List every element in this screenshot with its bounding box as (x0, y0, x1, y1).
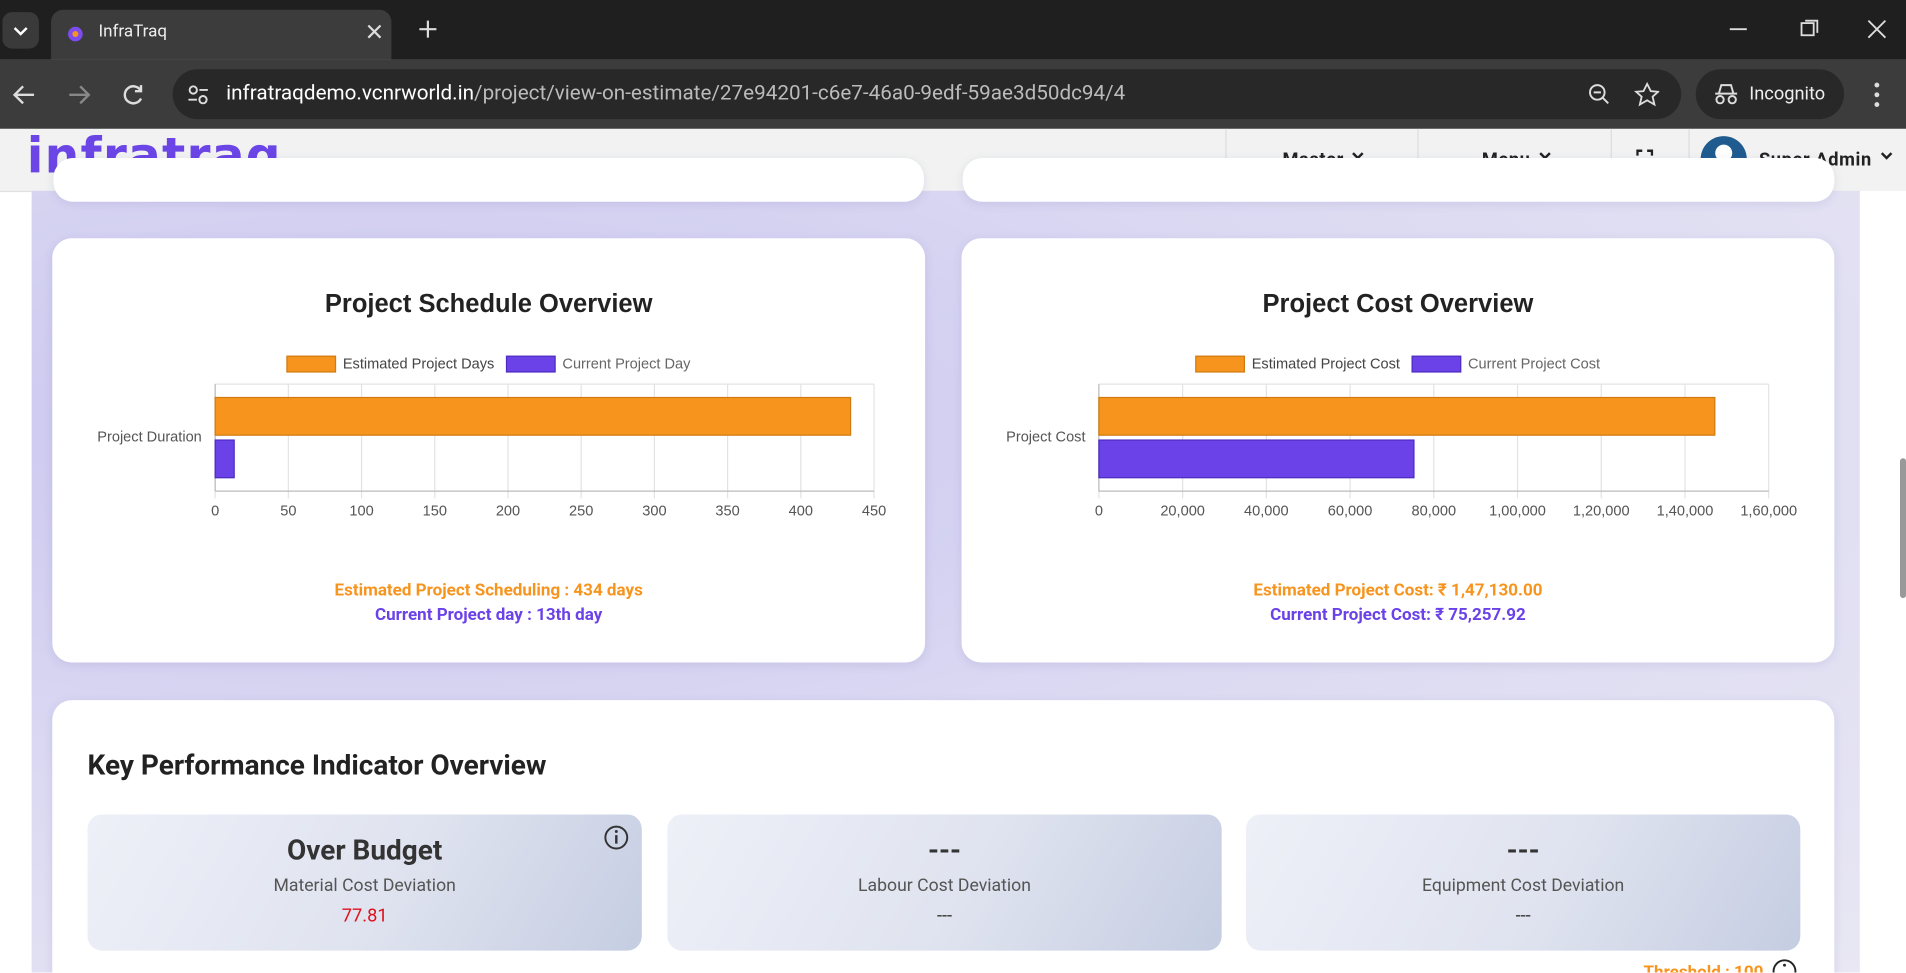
legend-swatch (505, 355, 556, 373)
kpi-box: Over Budget Material Cost Deviation 77.8… (87, 814, 642, 951)
kpi-title: Key Performance Indicator Overview (87, 748, 547, 782)
legend-swatch (286, 355, 337, 373)
incognito-label: Incognito (1749, 82, 1826, 105)
kpi-status: --- (927, 833, 962, 867)
kpi-value: --- (936, 904, 953, 927)
kpi-value: 77.81 (341, 904, 388, 927)
kpi-status: --- (1506, 833, 1540, 867)
legend-swatch (1411, 355, 1462, 373)
chart: Project Schedule Overview Estimated Proje… (97, 290, 886, 520)
legend-label: Current Project Day (562, 357, 691, 373)
x-tick-label: 100 (349, 504, 373, 520)
kpi-card: Key Performance Indicator Overview Over … (52, 700, 1835, 973)
x-tick-label: 50 (280, 504, 296, 520)
info-icon[interactable] (603, 824, 630, 851)
nav-buttons[interactable] (10, 80, 150, 109)
bar (214, 439, 235, 479)
schedule-card: Project Schedule Overview Estimated Proje… (52, 238, 926, 663)
url-path: /project/view-on-estimate/27e94201-c6e7-… (474, 81, 1126, 106)
kpi-box: --- Labour Cost Deviation --- (667, 814, 1222, 951)
tab-close[interactable] (365, 22, 384, 41)
x-tick-label: 80,000 (1412, 504, 1457, 520)
x-tick-label: 200 (496, 504, 520, 520)
summary-estimated: Estimated Project Cost: ₹ 1,47,130.00 (1253, 581, 1543, 601)
incognito-badge[interactable]: Incognito (1695, 69, 1845, 120)
x-tick-label: 60,000 (1328, 504, 1373, 520)
cost-card: Project Cost Overview Estimated Project C… (961, 238, 1835, 663)
x-tick-label: 300 (642, 504, 666, 520)
x-tick-label: 250 (569, 504, 593, 520)
kpi-label: Labour Cost Deviation (858, 875, 1031, 896)
scrollbar-track (1859, 190, 1906, 973)
legend-swatch (1195, 355, 1246, 373)
info-icon[interactable] (1771, 958, 1798, 973)
legend-label: Estimated Project Cost (1252, 357, 1400, 373)
x-tick-label: 20,000 (1160, 504, 1205, 520)
x-tick-label: 0 (211, 504, 219, 520)
x-tick-label: 1,20,000 (1573, 504, 1630, 520)
y-tick-label: Project Duration (97, 429, 202, 445)
active-tab[interactable]: InfraTraq (51, 9, 392, 60)
y-tick-label: Project Cost (1006, 429, 1085, 445)
summary-estimated: Estimated Project Scheduling : 434 days (334, 581, 643, 601)
x-tick-label: 450 (862, 504, 886, 520)
kpi-label: Equipment Cost Deviation (1422, 875, 1625, 896)
kpi-value: --- (1515, 904, 1531, 927)
tab-title: InfraTraq (98, 21, 168, 42)
x-tick-label: 1,60,000 (1740, 504, 1797, 520)
chart: Project Cost Overview Estimated Project C… (1006, 290, 1797, 520)
x-tick-label: 1,00,000 (1489, 504, 1546, 520)
window-controls[interactable] (1726, 17, 1896, 41)
url-host: infratraqdemo.vcnrworld.in (226, 81, 475, 106)
legend-label: Estimated Project Days (343, 357, 495, 373)
legend-label: Current Project Cost (1468, 357, 1600, 373)
summary-current: Current Project Cost: ₹ 75,257.92 (1270, 605, 1526, 625)
omnibox[interactable]: infratraqdemo.vcnrworld.in/project/view-… (172, 69, 1682, 120)
fullscreen-button[interactable] (1636, 149, 1654, 167)
x-tick-label: 400 (789, 504, 813, 520)
summary-current: Current Project day : 13th day (375, 605, 603, 625)
chart-title: Project Schedule Overview (325, 290, 653, 318)
bar (1098, 396, 1716, 436)
scrollbar-thumb[interactable] (1899, 458, 1906, 599)
chevron (1880, 152, 1893, 160)
bar (1098, 439, 1415, 479)
card-top (962, 158, 1835, 202)
kpi-status: Over Budget (287, 833, 443, 867)
x-tick-label: 40,000 (1244, 504, 1289, 520)
tab-search[interactable] (2, 12, 39, 49)
new-tab[interactable] (417, 18, 439, 40)
chart-title: Project Cost Overview (1263, 290, 1534, 318)
x-tick-label: 1,40,000 (1657, 504, 1714, 520)
browser-menu[interactable] (1870, 80, 1885, 109)
x-tick-label: 150 (423, 504, 447, 520)
threshold: Threshold : 100 (1643, 963, 1763, 973)
url: infratraqdemo.vcnrworld.in/project/view-… (226, 81, 1125, 105)
x-tick-label: 0 (1095, 504, 1103, 520)
card-top (53, 158, 924, 202)
x-tick-label: 350 (715, 504, 739, 520)
kpi-label: Material Cost Deviation (273, 875, 456, 896)
kpi-box: --- Equipment Cost Deviation --- (1245, 814, 1801, 951)
bar (214, 396, 852, 436)
